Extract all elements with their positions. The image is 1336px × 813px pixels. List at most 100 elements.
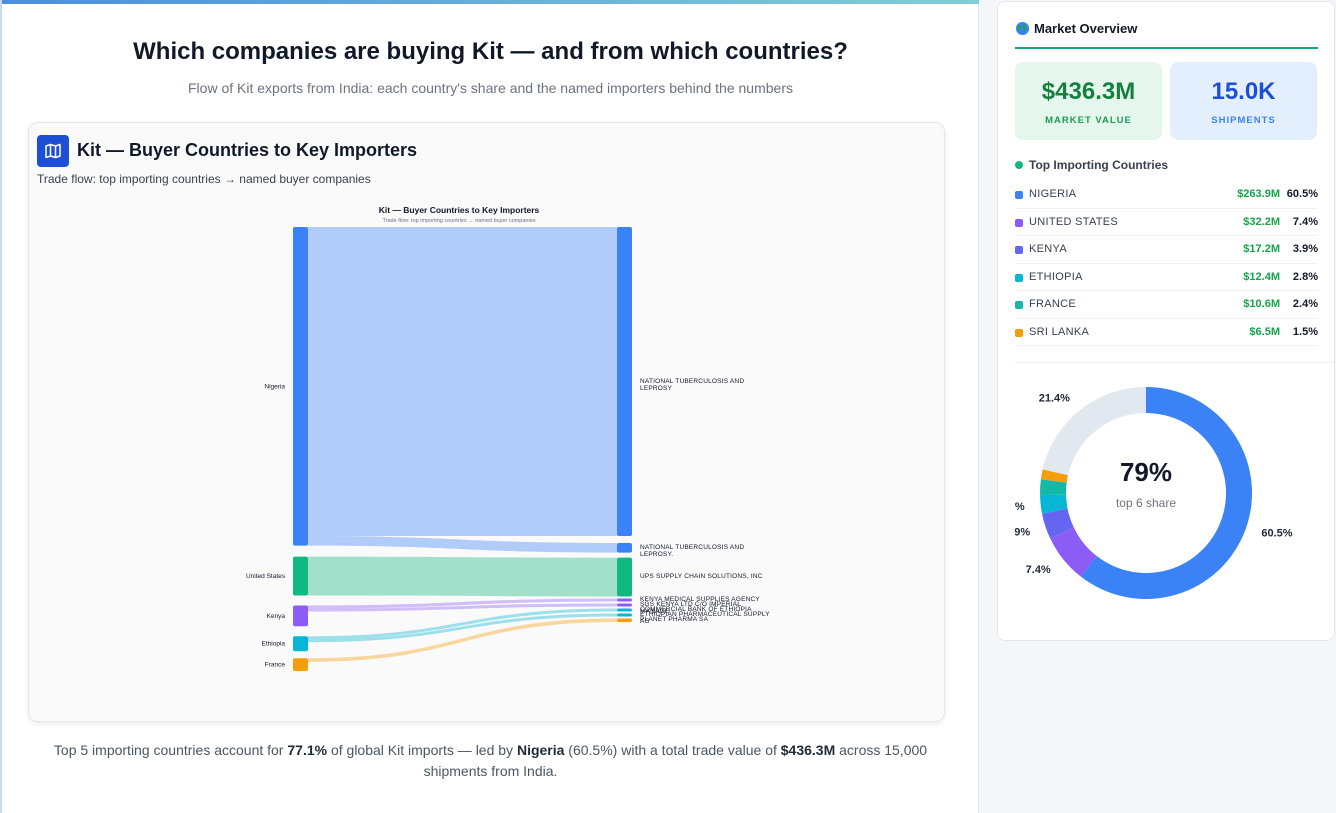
country-row: NIGERIA $263.9M 60.5% [1015,181,1318,209]
kpi-shipments-label: SHIPMENTS [1211,115,1276,126]
sankey-source-label: France [265,662,286,669]
donut-slice-label: 60.5% [1261,528,1292,540]
sankey-target-node [617,608,632,612]
country-share: 7.4% [1292,215,1318,228]
sankey-link [308,613,617,643]
country-share: 2.8% [1292,270,1318,283]
sankey-target-label-box: COMMERCIAL BANK OF ETHIOPIA [640,605,752,613]
sankey-source-node [293,636,308,652]
country-value: $10.6M [1243,298,1280,310]
sankey-target-node [617,543,632,553]
sankey-target-label: KENYA MEDICAL SUPPLIES AGENCY [640,595,760,603]
country-name: NIGERIA [1029,188,1077,200]
country-value: $17.2M [1243,243,1280,255]
sankey-target-node [617,598,632,602]
country-share: 60.5% [1286,188,1318,200]
donut-slice [1040,479,1067,496]
map-icon-glyph [45,143,61,159]
donut-slice-label: 21.4% [1039,393,1070,405]
sankey-source-node [293,556,308,596]
footnote-total: $436.3M [780,742,836,758]
country-row: SRI LANKA $6.5M 1.5% [1015,319,1318,346]
footnote-leader: Nigeria [516,742,565,758]
sankey-target-label-box: ETHIOPIAN PHARMACEUTICAL SUPPLY AG [640,610,770,625]
donut-slice-label: 7.4% [1026,564,1051,576]
sankey-chart: Kit — Buyer Countries to Key Importers T… [246,205,770,671]
donut-center-value: 79% [1120,457,1172,487]
heading-dot-icon [1015,161,1023,169]
sankey-source-label: Ethiopia [262,641,286,648]
market-overview-panel: Market Overview $436.3M MARKET VALUE 15.… [997,1,1336,641]
kpi-market-value-label: MARKET VALUE [1045,115,1132,126]
footnote-text-1: Top 5 importing countries account for [53,742,288,758]
kpi-shipments-number: 15.0K [1211,78,1276,105]
sankey-target-label: ETHIOPIAN PHARMACEUTICAL SUPPLY AG [640,610,770,625]
donut-slice-label: 3.9% [1015,526,1030,538]
share-donut-chart: 60.5% 7.4% 3.9% 2.8% 21.4% 79% top 6 share [1000,387,1293,599]
market-overview-label: Market Overview [1034,21,1138,36]
country-swatch [1015,273,1023,282]
sankey-link [308,556,617,597]
footnote-text-3: (60.5%) with a total trade value of [564,742,781,758]
donut-center-label: top 6 share [1116,496,1176,510]
country-name: SRI LANKA [1029,325,1090,338]
sankey-target-node [617,613,632,617]
donut-slice [1040,494,1068,514]
country-share: 2.4% [1292,298,1318,310]
sankey-target-node [617,618,632,623]
country-swatch [1015,191,1023,199]
sankey-target-node [617,557,632,597]
sankey-link [308,608,617,640]
country-value: $32.2M [1243,215,1280,228]
donut-slice [1050,527,1097,577]
country-value: $12.4M [1243,270,1280,283]
country-list: NIGERIA $263.9M 60.5% UNITED STATES $32.2M 7.… [1015,181,1318,346]
sankey-source-label: United States [246,573,286,580]
sankey-target-label-box: SGS KENYA LTD C/O IMPERIAL MANAGE [640,600,741,615]
footnote-text-2: of global Kit imports — led by [327,742,517,758]
country-name: ETHIOPIA [1029,270,1083,283]
country-row: FRANCE $10.6M 2.4% [1015,291,1318,319]
sankey-target-label: NATIONAL TUBERCULOSIS AND LEPROSY [640,377,745,392]
chart-card-subtitle: Trade flow: top importing countries → na… [37,172,371,186]
donut-section: 60.5% 7.4% 3.9% 2.8% 21.4% 79% top 6 share [1000,362,1336,622]
sankey-link [308,227,617,537]
top-accent-bar [2,0,979,4]
country-swatch [1015,301,1023,309]
kpi-shipments: 15.0K SHIPMENTS [1170,62,1317,140]
globe-icon [1015,21,1030,36]
sankey-target-label: NATIONAL TUBERCULOSIS AND LEPROSY. [640,543,745,558]
sankey-inner-title: Kit — Buyer Countries to Key Importers [379,205,540,215]
sankey-target-node [617,603,632,607]
sankey-target-label: SGS KENYA LTD C/O IMPERIAL MANAGE [640,600,741,615]
sankey-link [308,618,617,662]
sankey-link [308,536,617,553]
country-share: 3.9% [1292,243,1318,255]
footnote-share: 77.1% [287,742,328,758]
country-share: 1.5% [1292,325,1318,338]
donut-slice [1040,469,1069,483]
sankey-target-label: PLANET PHARMA SA [640,616,709,624]
country-row: KENYA $17.2M 3.9% [1015,236,1318,264]
top-countries-heading: Top Importing Countries [1015,158,1168,172]
sankey-source-label: Nigeria [264,383,285,390]
sankey-source-node [293,227,308,546]
country-row: UNITED STATES $32.2M 7.4% [1015,209,1318,236]
market-overview-title: Market Overview [1015,21,1137,36]
sankey-link [308,598,617,609]
sankey-target-label: UPS SUPPLY CHAIN SOLUTIONS, INC [640,573,763,581]
kpi-market-value-number: $436.3M [1041,78,1136,105]
country-name: FRANCE [1029,298,1077,310]
donut-slice [1042,387,1146,476]
chart-card-title: Kit — Buyer Countries to Key Importers [77,140,418,160]
main-panel: Which companies are buying Kit — and fro… [0,0,979,813]
country-swatch [1015,218,1023,227]
country-value: $6.5M [1249,325,1280,338]
country-value: $263.9M [1237,188,1280,200]
page-subtitle: Flow of Kit exports from India: each cou… [188,80,793,96]
donut-slice-label: 2.8% [1015,501,1025,513]
sankey-source-node [293,658,308,671]
donut-slice [1080,387,1252,599]
sankey-target-label: COMMERCIAL BANK OF ETHIOPIA [640,605,752,613]
country-name: UNITED STATES [1029,215,1119,228]
